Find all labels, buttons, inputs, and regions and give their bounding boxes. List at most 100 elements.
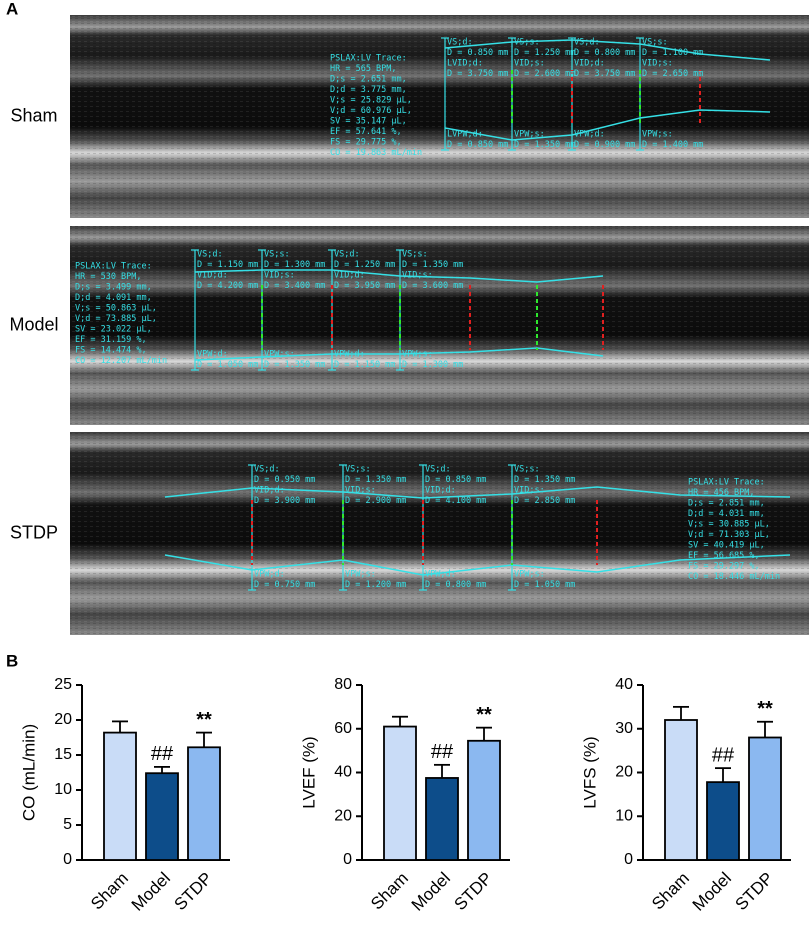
measure-text: D = 4.100 mm xyxy=(425,496,486,506)
y-tick-label: 20 xyxy=(334,807,352,824)
measure-text: D = 1.150 mm xyxy=(334,360,395,370)
echo-texture xyxy=(70,432,809,635)
measure-text: VID;d: xyxy=(425,486,456,496)
measure-text: VS;d: xyxy=(254,465,280,475)
significance: ## xyxy=(431,741,454,763)
trace-text: D;s = 2.651 mm, xyxy=(330,75,407,85)
significance: ** xyxy=(476,704,492,726)
echo-texture xyxy=(70,15,809,218)
measure-text: VPW;d: xyxy=(334,350,365,360)
measure-text: VPW;s: xyxy=(264,350,295,360)
measure-text: D = 0.750 mm xyxy=(254,580,315,590)
trace-curve xyxy=(444,39,771,61)
measure-text: D = 1.300 mm xyxy=(264,260,325,270)
measure-text: VID;s: xyxy=(514,59,545,69)
measure-text: D = 1.350 mm xyxy=(514,475,575,485)
measure-text: VS;d: xyxy=(574,38,600,48)
bar xyxy=(425,777,459,861)
measure-text: D = 4.200 mm xyxy=(197,281,258,291)
measure-text: VPW;s: xyxy=(345,570,376,580)
measure-text: D = 1.250 mm xyxy=(514,48,575,58)
measure-text: D = 2.850 mm xyxy=(514,496,575,506)
y-tick-label: 0 xyxy=(63,851,72,868)
measure-text: VID;d: xyxy=(197,271,228,281)
y-tick-label: 25 xyxy=(54,676,72,693)
measure-text: VPW;d: xyxy=(425,570,456,580)
measure-text: D = 1.350 mm xyxy=(345,475,406,485)
trace-text: EF = 56.685 %, xyxy=(688,551,760,561)
trace-curve xyxy=(164,486,791,499)
bar xyxy=(748,736,782,861)
measure-text: D = 0.800 mm xyxy=(425,580,486,590)
trace-text: FS = 29.297 %, xyxy=(688,562,760,572)
measure-text: VPW;s: xyxy=(514,570,545,580)
measure-text: D = 1.300 mm xyxy=(402,360,463,370)
measure-text: D = 2.600 mm xyxy=(514,69,575,79)
measure-text: VS;d: xyxy=(197,250,223,260)
measure-text: D = 1.100 mm xyxy=(642,48,703,58)
trace-text: V;d = 73.885 µL, xyxy=(75,314,157,324)
measure-text: D = 3.900 mm xyxy=(254,496,315,506)
panel-label: A xyxy=(6,0,18,18)
trace-text: V;d = 60.976 µL, xyxy=(330,106,412,116)
measure-text: VS;s: xyxy=(514,465,540,475)
measure-text: D = 0.850 mm xyxy=(447,140,508,150)
y-tick-label: 10 xyxy=(615,807,633,824)
bar xyxy=(103,731,137,861)
bar xyxy=(467,739,501,861)
measure-text: D = 3.600 mm xyxy=(402,281,463,291)
measure-text: D = 1.050 mm xyxy=(197,360,258,370)
measure-text: VS;d: xyxy=(447,38,473,48)
y-axis-label: LVEF (%) xyxy=(299,736,318,808)
trace-text: CO = 12.207 mL/min xyxy=(75,356,167,366)
bar xyxy=(187,746,221,861)
trace-text: D;s = 2.851 mm, xyxy=(688,499,765,509)
trace-text: SV = 35.147 µL, xyxy=(330,117,407,127)
measure-text: D = 1.350 mm xyxy=(402,260,463,270)
bar xyxy=(383,725,417,861)
trace-text: PSLAX:LV Trace: xyxy=(330,54,407,64)
significance: ** xyxy=(757,698,773,720)
measure-text: VID;d: xyxy=(574,59,605,69)
measure-text: VS;d: xyxy=(334,250,360,260)
measure-text: D = 1.350 mm xyxy=(514,140,575,150)
y-axis-label: CO (mL/min) xyxy=(19,724,38,821)
trace-text: D;d = 4.091 mm, xyxy=(75,293,152,303)
bar xyxy=(664,719,698,861)
measure-text: D = 0.900 mm xyxy=(574,140,635,150)
panel-label: B xyxy=(6,651,18,670)
measure-text: D = 1.050 mm xyxy=(514,580,575,590)
trace-text: V;s = 25.829 µL, xyxy=(330,96,412,106)
measure-text: VID;s: xyxy=(345,486,376,496)
measure-text: VPW;s: xyxy=(642,130,673,140)
measure-text: VS;s: xyxy=(514,38,540,48)
measure-text: D = 0.950 mm xyxy=(254,475,315,485)
y-tick-label: 20 xyxy=(615,764,633,781)
y-tick-label: 0 xyxy=(624,851,633,868)
trace-text: HR = 530 BPM, xyxy=(75,272,142,282)
measure-text: VPW;d: xyxy=(254,570,285,580)
measure-text: D = 2.650 mm xyxy=(642,69,703,79)
x-tick-label: Model xyxy=(128,869,174,915)
significance: ** xyxy=(196,709,212,731)
measure-text: VID;s: xyxy=(264,271,295,281)
trace-text: SV = 40.419 µL, xyxy=(688,541,765,551)
measure-text: VID;s: xyxy=(514,486,545,496)
trace-text: CO = 19.863 mL/min xyxy=(330,148,422,158)
x-tick-label: Sham xyxy=(648,869,693,914)
trace-text: SV = 23.022 µL, xyxy=(75,325,152,335)
row-label: Sham xyxy=(10,105,57,125)
trace-text: PSLAX:LV Trace: xyxy=(688,478,765,488)
x-tick-label: STDP xyxy=(732,869,777,914)
trace-text: PSLAX:LV Trace: xyxy=(75,262,152,272)
trace-curve xyxy=(164,554,791,576)
row-label: Model xyxy=(9,314,58,334)
measure-text: D = 3.950 mm xyxy=(334,281,395,291)
measure-text: D = 1.200 mm xyxy=(345,580,406,590)
row-label: STDP xyxy=(10,522,58,542)
y-axis-label: LVFS (%) xyxy=(580,736,599,808)
measure-text: LVID;d: xyxy=(447,59,483,69)
measure-text: D = 1.350 mm xyxy=(264,360,325,370)
measure-text: D = 1.150 mm xyxy=(197,260,258,270)
bar xyxy=(145,772,179,861)
